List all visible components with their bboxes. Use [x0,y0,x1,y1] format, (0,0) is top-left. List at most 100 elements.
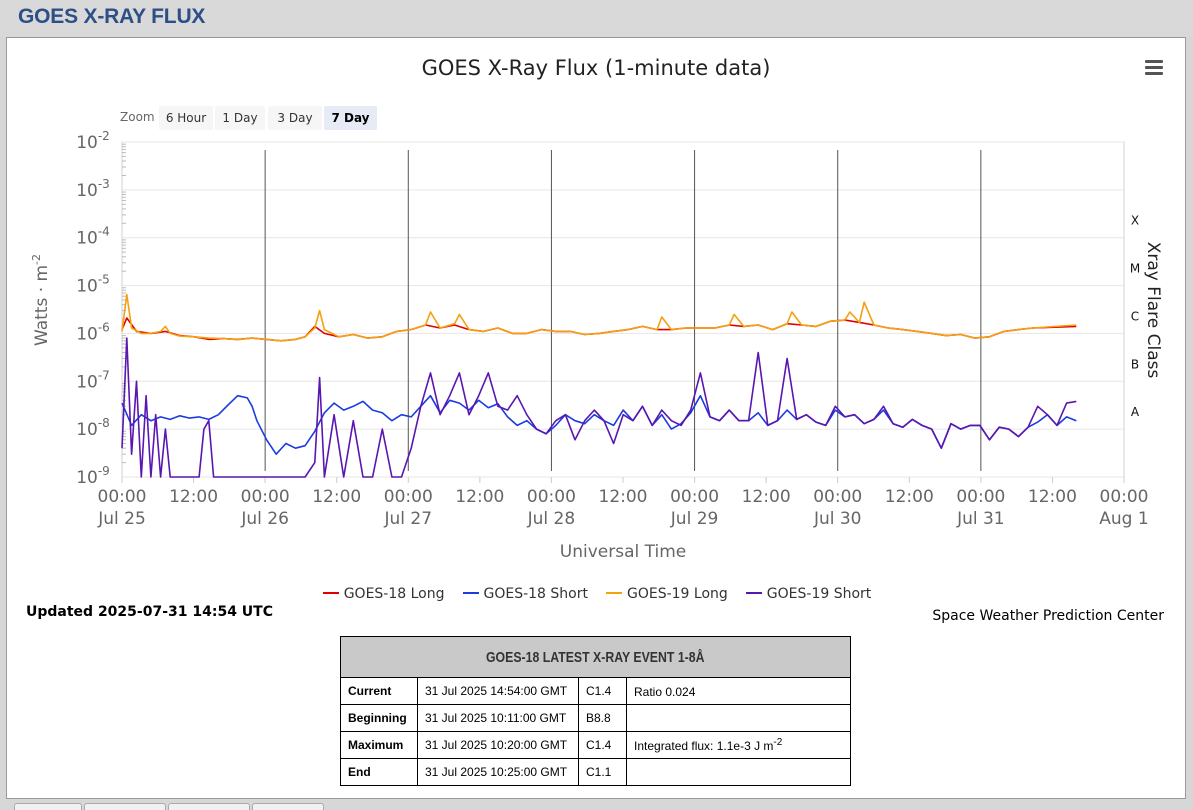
x-tick-time: 00:00 [527,487,576,507]
chart-title: GOES X-Ray Flux (1-minute data) [422,56,771,80]
flare-class-labels: X M C B A [1130,214,1140,419]
x-tick-date: Aug 1 [1099,509,1148,529]
x-tick-time: 12:00 [169,487,218,507]
row-class: C1.4 [578,677,627,705]
y-tick-label: 10-7 [76,368,110,392]
flare-class-label: M [1130,262,1140,276]
x-tick-date: Jul 28 [527,509,576,529]
chart-legend: GOES-18 Long GOES-18 Short GOES-19 Long GOE… [7,586,1187,602]
row-time: 31 Jul 2025 10:20:00 GMT [417,731,579,759]
y-axis-label: Watts · m-2 [30,254,52,346]
zoom-3-day-button[interactable]: 3 Day [268,106,322,130]
row-label: End [340,758,418,786]
page-title: GOES X-RAY FLUX [18,5,206,28]
x-axis-label: Universal Time [560,542,686,562]
legend-item-goes-18-long[interactable]: GOES-18 Long [322,586,445,602]
flare-class-label: X [1131,214,1139,228]
x-tick-time: 12:00 [312,487,361,507]
row-note: Integrated flux: 1.1e-3 J m-2 [626,731,851,759]
y-axis-label-text: Watts · m [32,265,52,346]
y2-axis-label: Xray Flare Class [1143,242,1163,379]
table-row: End 31 Jul 2025 10:25:00 GMT C1.1 [340,758,851,786]
legend-item-goes-18-short[interactable]: GOES-18 Short [462,586,589,602]
zoom-7-day-button[interactable]: 7 Day [324,106,377,130]
x-tick-time: 00:00 [98,487,147,507]
x-tick-time: 12:00 [885,487,934,507]
x-tick-time: 12:00 [742,487,791,507]
x-tick-date: Jul 27 [384,509,433,529]
y-axis-label-sup: -2 [30,254,43,265]
y-tick-label: 10-4 [76,225,110,249]
tab-3[interactable] [168,803,250,810]
xray-event-table: GOES-18 LATEST X-RAY EVENT 1-8Å Current … [340,636,851,786]
legend-label: GOES-19 Short [766,586,872,602]
row-class: B8.8 [578,704,627,732]
x-tick-time: 00:00 [241,487,290,507]
row-time: 31 Jul 2025 10:11:00 GMT [417,704,579,732]
grid-lines [122,141,1124,478]
legend-swatch [322,592,339,594]
x-tick-time: 00:00 [384,487,433,507]
flare-class-label: C [1131,309,1139,323]
series-lines [121,293,1077,478]
table-row: Beginning 31 Jul 2025 10:11:00 GMT B8.8 [340,704,851,732]
row-label: Beginning [340,704,418,732]
table-row: Maximum 31 Jul 2025 10:20:00 GMT C1.4 In… [340,731,851,759]
tab-1[interactable] [14,803,82,810]
tab-2[interactable] [84,803,166,810]
chart-menu-icon[interactable] [1145,60,1163,76]
series-line-goes-19-long [121,293,1077,342]
row-note [626,704,851,732]
row-time: 31 Jul 2025 10:25:00 GMT [417,758,579,786]
tab-4[interactable] [252,803,324,810]
table-row: Current 31 Jul 2025 14:54:00 GMT C1.4 Ra… [340,677,851,705]
y-tick-label: 10-6 [76,320,110,344]
x-tick-time: 00:00 [1100,487,1149,507]
xray-flux-chart: GOES X-Ray Flux (1-minute data) 10-2 10-3… [30,56,1163,562]
x-tick-date: Jul 30 [813,509,862,529]
y-tick-label: 10-8 [76,416,110,440]
x-tick-time: 00:00 [670,487,719,507]
y-tick-label: 10-3 [76,177,110,201]
legend-item-goes-19-short[interactable]: GOES-19 Short [745,586,872,602]
x-tick-date: Jul 29 [670,509,719,529]
day-boundary-lines [264,150,982,471]
row-time: 31 Jul 2025 14:54:00 GMT [417,677,579,705]
zoom-1-day-button[interactable]: 1 Day [215,106,265,130]
x-tick-date: Jul 31 [956,509,1005,529]
x-tick-time: 12:00 [455,487,504,507]
credit-text: Space Weather Prediction Center [932,608,1164,624]
y-tick-label: 10-9 [76,464,110,488]
bottom-tab-strip [10,798,1180,810]
row-class: C1.1 [578,758,627,786]
row-class: C1.4 [578,731,627,759]
x-tick-time: 12:00 [1028,487,1077,507]
row-label: Current [340,677,418,705]
page-header: GOES X-RAY FLUX [0,0,1193,36]
y-tick-label: 10-5 [76,273,110,297]
legend-swatch [606,592,622,594]
legend-swatch [745,592,762,594]
flare-class-label: A [1131,405,1140,419]
series-line-goes-19-short [121,337,1077,478]
x-tick-time: 00:00 [956,487,1005,507]
row-label: Maximum [340,731,418,759]
legend-label: GOES-18 Short [483,586,589,602]
chart-panel: GOES X-Ray Flux (1-minute data) 10-2 10-3… [6,37,1186,799]
updated-timestamp: Updated 2025-07-31 14:54 UTC [26,604,273,620]
plot-area [121,141,1125,478]
legend-item-goes-19-long[interactable]: GOES-19 Long [606,586,728,602]
event-table-title: GOES-18 LATEST X-RAY EVENT 1-8Å [340,636,851,678]
y-tick-label: 10-2 [76,129,110,153]
legend-swatch [462,592,479,594]
legend-label: GOES-18 Long [343,586,445,602]
row-note: Ratio 0.024 [626,677,851,705]
y-axis-ticks: 10-2 10-3 10-4 10-5 10-6 10-7 10-8 10-9 [76,129,110,488]
flare-class-label: B [1131,357,1139,371]
x-tick-time: 12:00 [599,487,648,507]
zoom-6-hour-button[interactable]: 6 Hour [159,106,213,130]
zoom-label: Zoom [120,110,155,124]
x-tick-date: Jul 26 [240,509,289,529]
x-tick-time: 00:00 [813,487,862,507]
